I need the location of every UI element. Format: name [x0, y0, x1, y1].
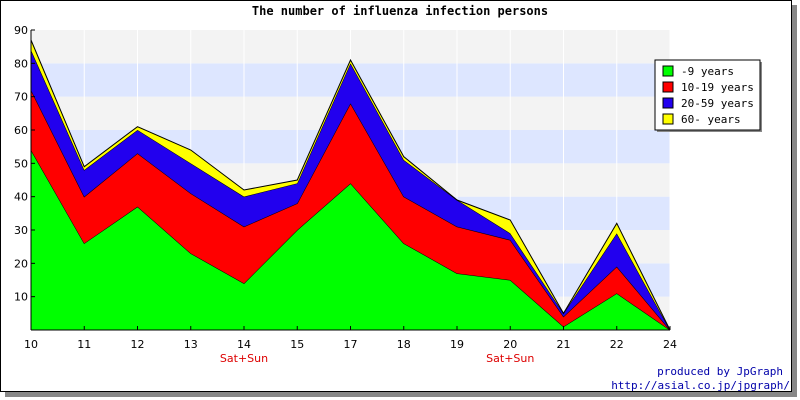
y-tick-label: 10 — [14, 291, 28, 304]
y-tick-label: 80 — [14, 57, 28, 70]
legend-label: 10-19 years — [681, 81, 754, 94]
legend-label: 60- years — [681, 113, 741, 126]
x-tick-label: 12 — [131, 338, 145, 351]
x-tick-label: 10 — [24, 338, 38, 351]
x-tick-label: 15 — [290, 338, 304, 351]
area-series-0 — [31, 150, 670, 330]
frame-shadow-right — [792, 5, 797, 397]
area-outline-3 — [30, 39, 671, 331]
x-tick-label: 11 — [77, 338, 91, 351]
x-tick-label: 14 — [237, 338, 251, 351]
y-tick-label: 70 — [14, 91, 28, 104]
y-tick-label: 90 — [14, 24, 28, 37]
legend: -9 years 10-19 years 20-59 years 60- years — [654, 59, 762, 132]
y-tick-label: 40 — [14, 191, 28, 204]
weekend-label: Sat+Sun — [486, 352, 534, 365]
weekend-label: Sat+Sun — [220, 352, 268, 365]
y-tick-label: 50 — [14, 157, 28, 170]
area-series-1 — [31, 90, 670, 330]
legend-swatch — [662, 65, 674, 77]
y-tick-label: 60 — [14, 124, 28, 137]
x-tick-label: 21 — [557, 338, 571, 351]
x-tick-label: 20 — [503, 338, 517, 351]
x-tick-label: 18 — [397, 338, 411, 351]
legend-label: -9 years — [681, 65, 734, 78]
x-tick-label: 24 — [663, 338, 677, 351]
x-tick-label: 22 — [610, 338, 624, 351]
legend-swatch — [662, 113, 674, 125]
y-tick-label: 20 — [14, 257, 28, 270]
chart-title: The number of influenza infection person… — [252, 4, 548, 18]
axes: 10 20 30 40 50 60 70 80 90 10 11 12 13 14 15 17 18 19 20 21… — [14, 24, 677, 365]
x-tick-label: 19 — [450, 338, 464, 351]
frame-shadow-bottom — [5, 392, 797, 397]
credit-line-1: produced by JpGraph — [657, 365, 783, 378]
x-tick-label: 13 — [184, 338, 198, 351]
legend-label: 20-59 years — [681, 97, 754, 110]
credit-line-2: http://asial.co.jp/jpgraph/ — [611, 379, 790, 392]
legend-swatch — [662, 81, 674, 93]
legend-swatch — [662, 97, 674, 109]
x-tick-label: 17 — [344, 338, 358, 351]
y-tick-label: 30 — [14, 224, 28, 237]
